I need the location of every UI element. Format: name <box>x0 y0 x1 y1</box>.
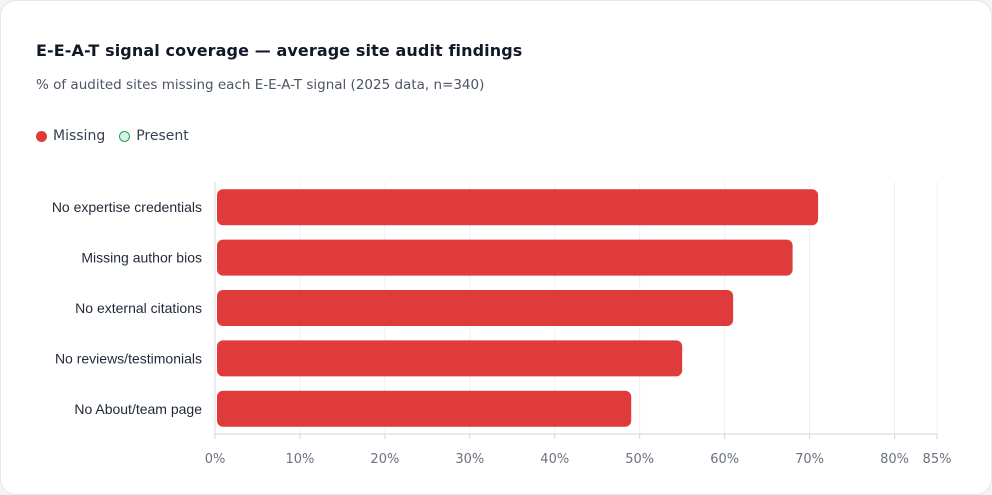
x-tick-label: 40% <box>540 452 569 467</box>
bar-missing[interactable] <box>217 239 793 276</box>
x-tick-label: 30% <box>455 452 484 467</box>
x-tick-label: 70% <box>795 452 824 467</box>
bar-missing[interactable] <box>217 390 632 427</box>
bar-missing[interactable] <box>217 340 683 377</box>
legend-label-missing: Missing <box>53 128 106 144</box>
legend-item-missing[interactable]: Missing <box>36 128 105 144</box>
legend-label-present: Present <box>136 128 189 144</box>
x-tick-label: 20% <box>370 452 399 467</box>
missing-swatch-icon <box>36 130 47 142</box>
category-label: No About/team page <box>74 401 202 417</box>
present-swatch-icon <box>119 130 131 142</box>
category-label: No external citations <box>75 300 202 316</box>
chart-title: E-E-A-T signal coverage — average site a… <box>36 41 523 60</box>
chart-legend: Missing Present <box>36 128 203 144</box>
x-tick-label: 80% <box>880 452 909 467</box>
category-label: No expertise credentials <box>52 199 202 215</box>
x-tick-label: 10% <box>285 452 314 467</box>
category-label: Missing author bios <box>81 250 202 266</box>
bar-missing[interactable] <box>217 189 819 226</box>
x-tick-label: 50% <box>625 452 654 467</box>
bar-missing[interactable] <box>217 290 734 326</box>
x-tick-label: 85% <box>923 452 952 467</box>
x-tick-label: 0% <box>205 452 226 467</box>
legend-item-present[interactable]: Present <box>119 128 189 144</box>
chart-subtitle: % of audited sites missing each E-E-A-T … <box>36 77 485 93</box>
category-label: No reviews/testimonials <box>55 350 202 366</box>
x-tick-label: 60% <box>710 452 739 467</box>
